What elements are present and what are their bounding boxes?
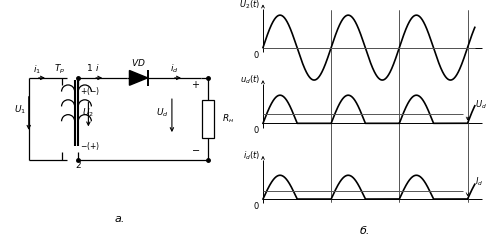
Text: $u_d(t)$: $u_d(t)$ [240,74,261,86]
Polygon shape [130,70,148,85]
Bar [202,99,214,139]
Text: $i$: $i$ [94,63,99,74]
Text: $+(-)$: $+(-)$ [80,85,100,97]
Text: $0$: $0$ [253,200,259,211]
Text: $2$: $2$ [75,159,82,170]
Text: б.: б. [360,226,371,236]
Text: $U_2(t)$: $U_2(t)$ [239,0,261,10]
Text: $+$: $+$ [191,79,200,90]
Text: $i_d$: $i_d$ [170,63,179,75]
Text: $i_1$: $i_1$ [33,63,41,76]
Text: $U_1$: $U_1$ [14,103,26,116]
Text: $T_p$: $T_p$ [54,62,65,75]
Text: $U_d$: $U_d$ [475,99,487,111]
Text: $I_d$: $I_d$ [475,176,483,188]
Text: $R_н$: $R_н$ [222,113,234,125]
Text: $-(+)$: $-(+)$ [80,140,100,152]
Text: $0$: $0$ [253,124,259,135]
Text: $i_d(t)$: $i_d(t)$ [243,149,261,162]
Text: $0$: $0$ [253,49,259,60]
Text: $-$: $-$ [191,144,200,154]
Text: а.: а. [114,214,125,224]
Text: $VD$: $VD$ [131,57,146,68]
Text: $U_d$: $U_d$ [156,107,169,119]
Text: $U_2$: $U_2$ [82,107,94,119]
Text: $1$: $1$ [86,63,93,74]
